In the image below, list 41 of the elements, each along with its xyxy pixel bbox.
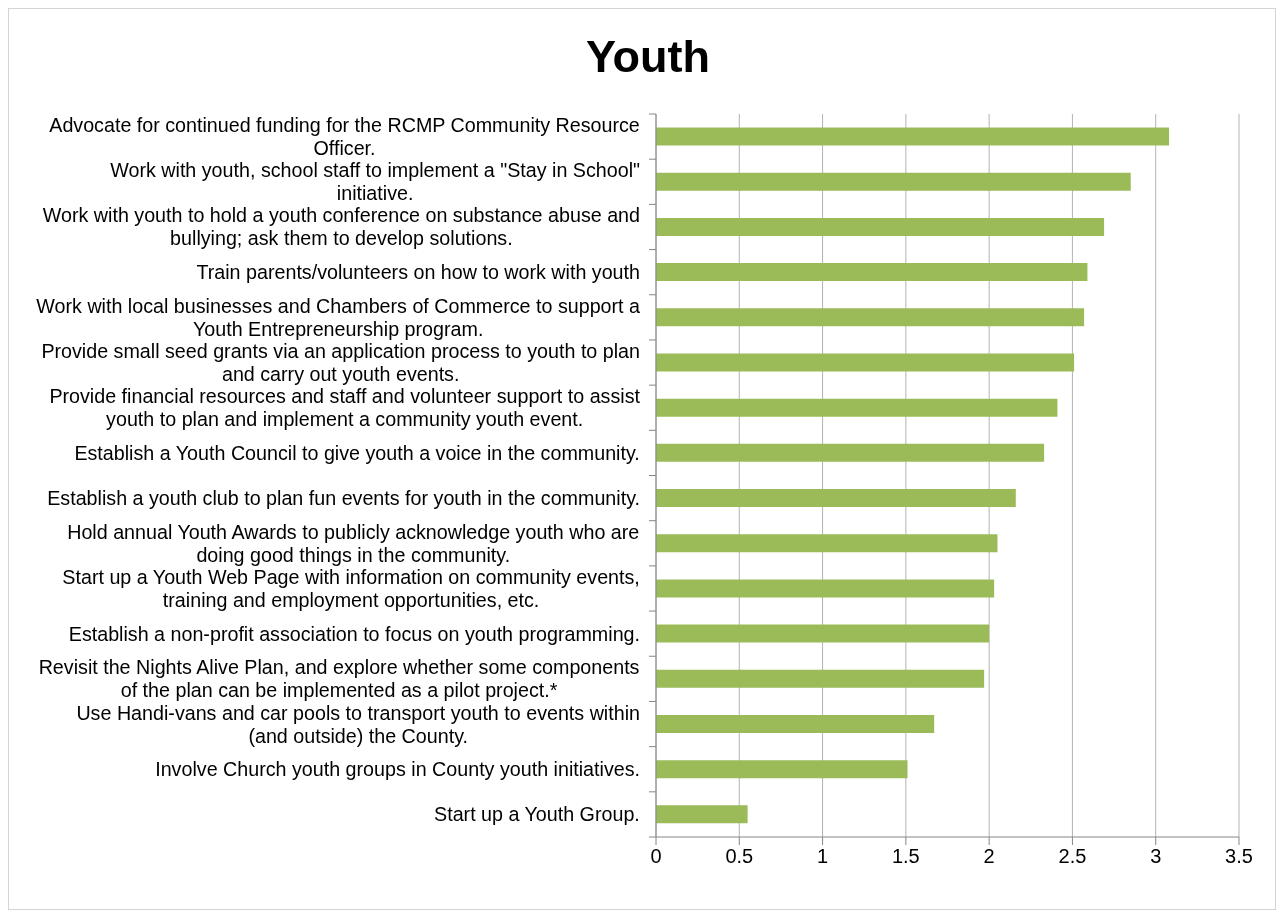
y-tick-label: Involve Church youth groups in County youth initiatives. [155, 758, 640, 781]
bar [656, 579, 995, 598]
bar [656, 534, 998, 553]
bar [656, 308, 1085, 327]
bar [656, 172, 1131, 191]
y-tick-label: Establish a non-profit association to focus on youth programming. [68, 622, 640, 645]
bar [656, 127, 1170, 146]
y-tick-label: Provide small seed grants via an application process to youth to plan and carry out youth events. [41, 340, 640, 386]
x-tick-label: 3.5 [1225, 845, 1253, 868]
y-tick-label: Establish a Youth Council to give youth a voice in the community. [74, 441, 640, 464]
x-tick-label: 1 [817, 845, 829, 868]
bar [656, 714, 935, 733]
y-tick-label: Start up a Youth Web Page with information on community events, training and employment opportunities, etc. [62, 565, 640, 611]
y-tick-label: Work with youth to hold a youth conference on substance abuse and bullying; ask them to develop solutions. [42, 204, 640, 250]
y-tick-label: Revisit the Nights Alive Plan, and explore whether some components of the plan can be implemented as a pilot project.* [38, 656, 640, 702]
y-tick-label: Hold annual Youth Awards to publicly acknowledge youth who are doing good things in the community. [67, 520, 640, 566]
x-tick-label: 0 [650, 845, 662, 868]
y-tick-label: Start up a Youth Group. [434, 803, 640, 826]
bar [656, 669, 985, 688]
bar [656, 263, 1088, 282]
y-tick-label: Provide financial resources and staff and volunteer support to assist youth to plan and implement a community youth event. [49, 385, 641, 431]
y-tick-label: Work with local businesses and Chambers of Commerce to support a Youth Entrepreneurship program. [36, 294, 641, 340]
x-tick-label: 2.5 [1058, 845, 1087, 868]
chart-title: Youth [584, 31, 712, 83]
bar [656, 489, 1016, 508]
bar [656, 760, 908, 779]
x-tick-label: 0.5 [725, 845, 754, 868]
bar [656, 805, 748, 824]
y-tick-label: Advocate for continued funding for the RCMP Community Resource Officer. [49, 114, 640, 160]
x-tick-label: 2 [983, 845, 995, 868]
x-tick-label: 3 [1150, 845, 1162, 868]
bar [656, 353, 1075, 372]
y-tick-label: Establish a youth club to plan fun events for youth in the community. [47, 487, 640, 510]
bar [656, 443, 1045, 462]
bar [656, 398, 1058, 417]
y-tick-label: Train parents/volunteers on how to work with youth [196, 261, 640, 284]
y-tick-label: Work with youth, school staff to implement a "Stay in School" initiative. [110, 159, 641, 205]
bar [656, 624, 990, 643]
x-tick-label: 1.5 [891, 845, 920, 868]
y-tick-label: Use Handi-vans and car pools to transport youth to events within (and outside) the County. [76, 701, 641, 747]
bar [656, 217, 1105, 236]
